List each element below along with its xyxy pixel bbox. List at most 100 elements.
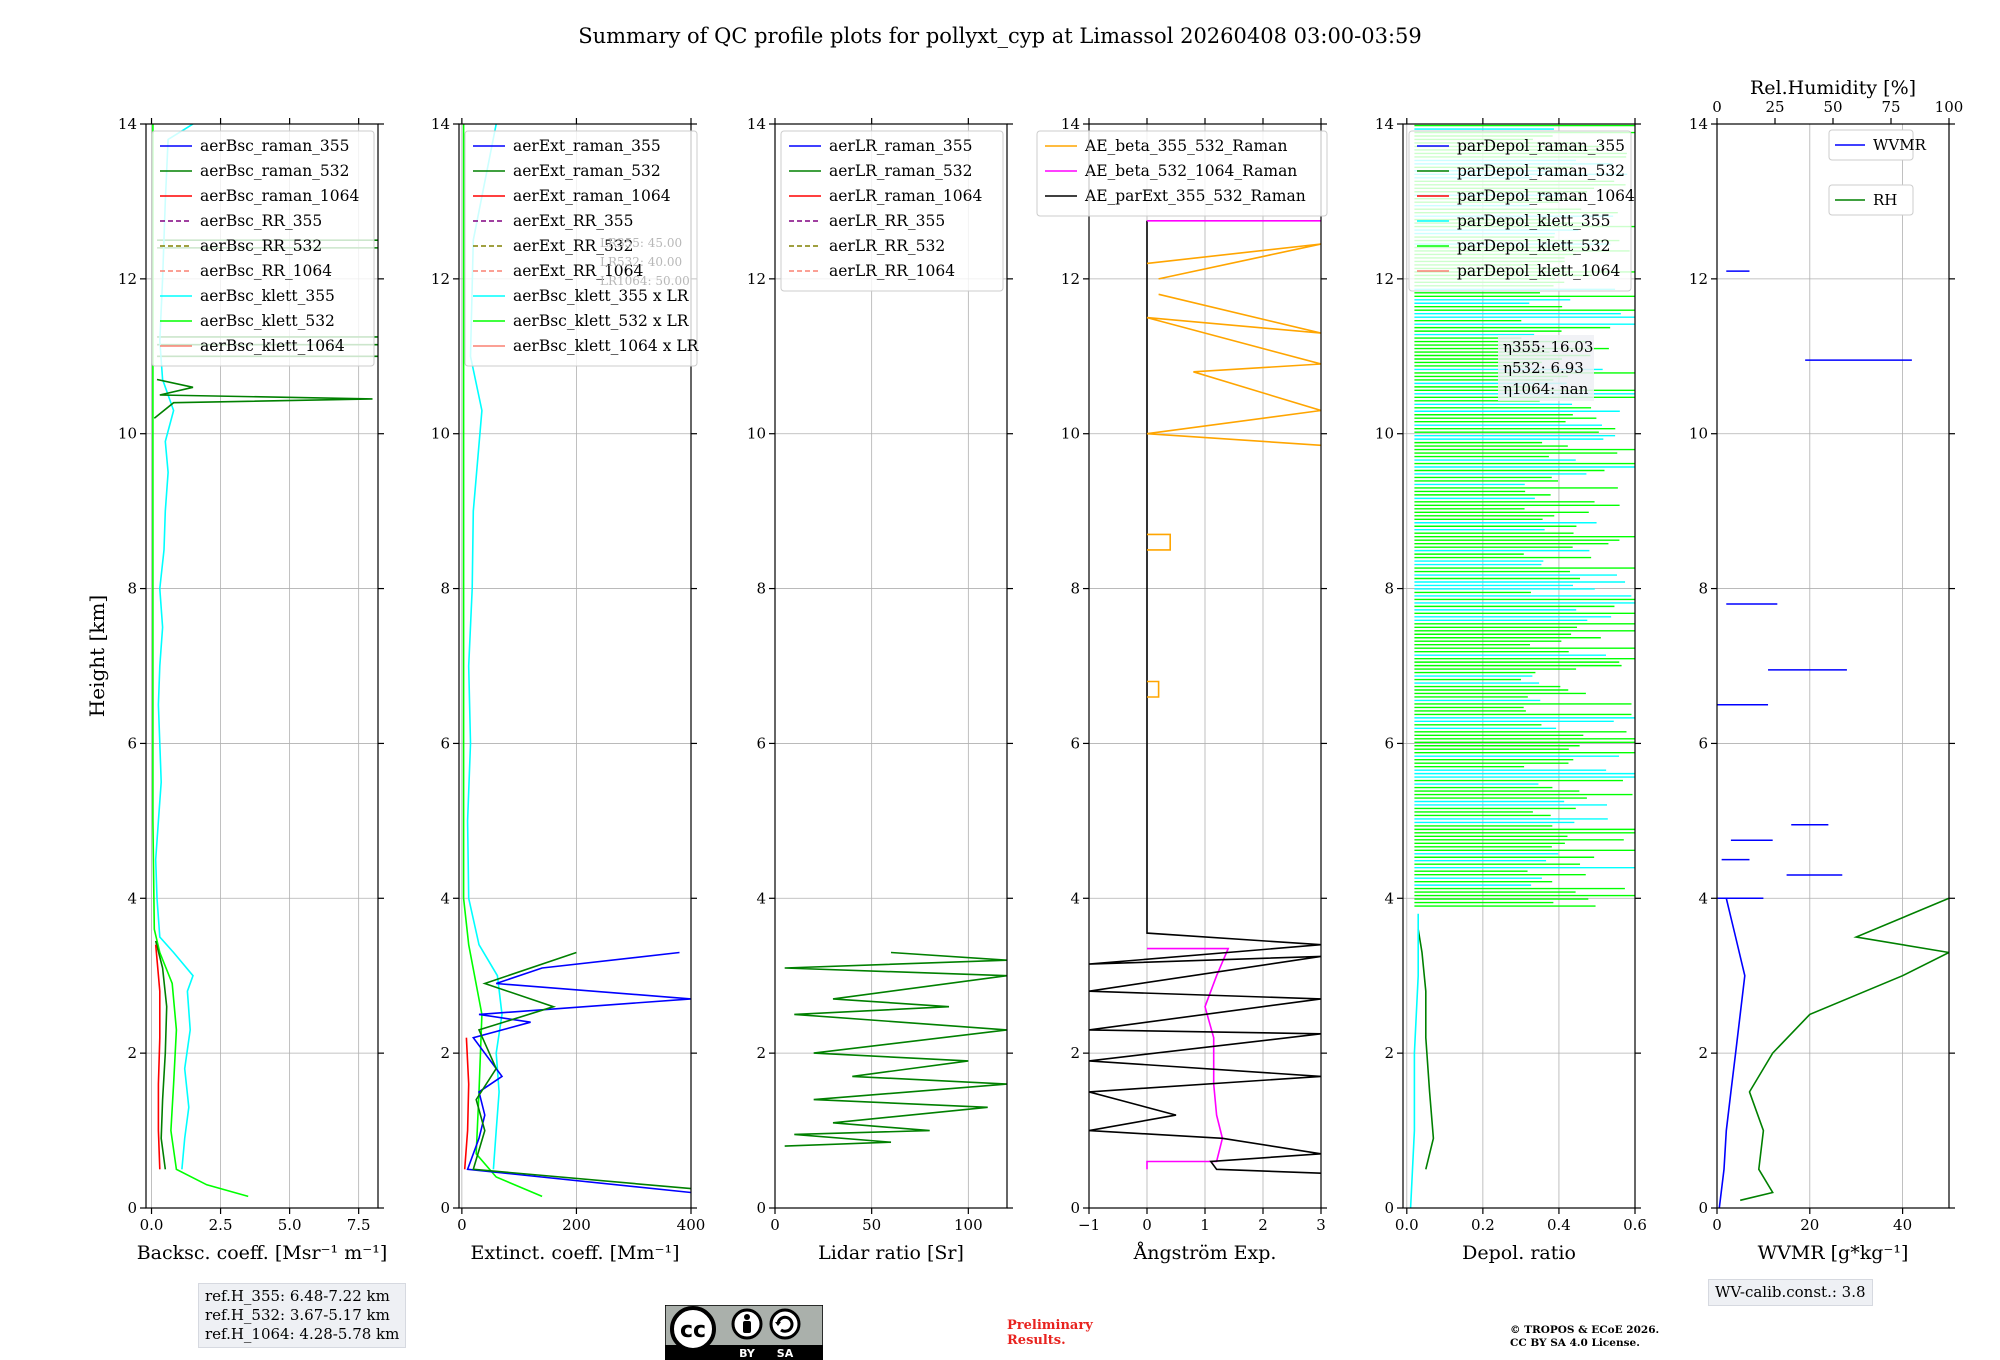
preliminary-notice: Preliminary Results. bbox=[1007, 1318, 1093, 1348]
axes-frame bbox=[145, 123, 379, 1209]
axes-frame bbox=[458, 123, 692, 1209]
data-layer bbox=[462, 124, 691, 1198]
axes-frame bbox=[1402, 123, 1636, 1209]
y-tick-label: 2 bbox=[127, 1044, 137, 1062]
copyright-notice: © TROPOS & ECoE 2026. CC BY SA 4.0 Licen… bbox=[1510, 1324, 1659, 1350]
ref-height-1064: ref.H_1064: 4.28-5.78 km bbox=[205, 1325, 400, 1343]
y-tick-label: 2 bbox=[440, 1044, 450, 1062]
legend-label: parDepol_klett_532 bbox=[1457, 237, 1610, 255]
legend-label: parDepol_klett_1064 bbox=[1457, 262, 1620, 280]
eta-label: η1064: nan bbox=[1503, 380, 1589, 398]
x-axis-label: Ångström Exp. bbox=[1133, 1242, 1277, 1264]
y-tick-label: 10 bbox=[747, 425, 766, 443]
legend-label: aerBsc_raman_532 bbox=[200, 162, 350, 180]
series-aerbsc-klett-532 bbox=[152, 124, 249, 1198]
x-axis-label: Backsc. coeff. [Msr⁻¹ m⁻¹] bbox=[137, 1242, 388, 1264]
x-tick-label: −1 bbox=[1078, 1216, 1100, 1234]
y-tick-label: 8 bbox=[440, 580, 450, 598]
y-tick-label: 14 bbox=[1061, 115, 1080, 133]
lidar-ratio-label: LR355: 45.00 bbox=[600, 236, 682, 250]
y-tick-label: 2 bbox=[1070, 1044, 1080, 1062]
legend-label: AE_beta_532_1064_Raman bbox=[1084, 162, 1297, 180]
top-x-tick-label: 100 bbox=[1935, 98, 1964, 116]
data-layer bbox=[1089, 220, 1321, 1174]
series-aerbsc-klett-532-x-lr bbox=[462, 124, 543, 1198]
panel-2: 0 2 4 6 8 10 12 14 0 200 400 Extinct. coeff. [Mm⁻¹]… bbox=[431, 115, 705, 1264]
series-aerbsc-raman-1064 bbox=[154, 944, 161, 1170]
series-ae-beta-355-532-raman-c bbox=[1146, 293, 1321, 447]
legend-label: aerBsc_raman_1064 bbox=[200, 187, 360, 205]
y-tick-label: 0 bbox=[1698, 1199, 1708, 1217]
legend-label: aerBsc_RR_532 bbox=[200, 237, 322, 255]
panel-1: 0 2 4 6 8 10 12 14 0.0 2.5 5.0 7.5 Backsc. coeff. [M… bbox=[118, 115, 387, 1264]
series-ae-beta-355-532-raman-b bbox=[1147, 533, 1171, 551]
x-tick-label: 0.0 bbox=[140, 1216, 164, 1234]
eta-label: η532: 6.93 bbox=[1503, 359, 1584, 377]
series-pardepol-klett-355 bbox=[1409, 913, 1419, 1208]
y-tick-label: 8 bbox=[756, 580, 766, 598]
legend-label: WVMR bbox=[1873, 136, 1927, 154]
x-tick-label: 1 bbox=[1200, 1216, 1210, 1234]
x-tick-label: 0 bbox=[1142, 1216, 1152, 1234]
series-aerbsc-raman-532-upper bbox=[153, 378, 373, 419]
legend-label: aerBsc_klett_532 x LR bbox=[513, 312, 690, 330]
y-tick-label: 14 bbox=[118, 115, 137, 133]
x-tick-label: 0 bbox=[1712, 1216, 1722, 1234]
x-axis-label: Extinct. coeff. [Mm⁻¹] bbox=[470, 1242, 679, 1264]
legend-label: AE_parExt_355_532_Raman bbox=[1084, 187, 1306, 205]
x-tick-label: 0.4 bbox=[1547, 1216, 1571, 1234]
ref-height-355: ref.H_355: 6.48-7.22 km bbox=[205, 1287, 390, 1305]
y-tick-label: 10 bbox=[1375, 425, 1394, 443]
series-wvmr bbox=[1718, 898, 1746, 1208]
series-aerbsc-raman-532 bbox=[154, 940, 168, 1170]
axes-frame bbox=[1716, 123, 1950, 1209]
sa-share-icon bbox=[769, 1308, 801, 1340]
y-tick-label: 12 bbox=[118, 270, 137, 288]
series-aerlr-raman-532 bbox=[784, 951, 1007, 1147]
x-tick-label: 0 bbox=[770, 1216, 780, 1234]
cc-license-badge: cc BY SA bbox=[665, 1305, 823, 1360]
legend-label: parDepol_raman_532 bbox=[1457, 162, 1625, 180]
axes-frame bbox=[774, 123, 1008, 1209]
cc-logo-icon bbox=[670, 1306, 716, 1352]
y-tick-label: 4 bbox=[756, 889, 766, 907]
y-tick-label: 8 bbox=[1698, 580, 1708, 598]
series-aerext-raman-532 bbox=[472, 951, 691, 1190]
y-tick-label: 6 bbox=[440, 734, 450, 752]
legend-label: aerBsc_klett_532 bbox=[200, 312, 335, 330]
data-layer bbox=[1717, 270, 1949, 1208]
legend-label: aerBsc_klett_355 x LR bbox=[513, 287, 690, 305]
y-tick-label: 12 bbox=[1689, 270, 1708, 288]
wv-calib-text: WV-calib.const.: 3.8 bbox=[1715, 1283, 1866, 1301]
wv-calibration-box: WV-calib.const.: 3.8 bbox=[1708, 1279, 1873, 1306]
y-tick-label: 0 bbox=[756, 1199, 766, 1217]
legend-label: AE_beta_355_532_Raman bbox=[1084, 137, 1287, 155]
y-tick-label: 12 bbox=[431, 270, 450, 288]
legend-label: aerLR_RR_1064 bbox=[829, 262, 955, 280]
legend-label: aerExt_RR_1064 bbox=[513, 262, 644, 280]
x-tick-label: 400 bbox=[677, 1216, 706, 1234]
y-tick-label: 4 bbox=[1070, 889, 1080, 907]
cc-logo-text: cc bbox=[680, 1318, 706, 1343]
reference-height-box: ref.H_355: 6.48-7.22 km ref.H_532: 3.67-… bbox=[198, 1283, 407, 1348]
y-tick-label: 12 bbox=[1061, 270, 1080, 288]
x-tick-label: 0.0 bbox=[1395, 1216, 1419, 1234]
legend-label: aerExt_RR_532 bbox=[513, 237, 634, 255]
y-tick-label: 2 bbox=[1384, 1044, 1394, 1062]
eta-box bbox=[1498, 335, 1594, 401]
y-tick-label: 8 bbox=[1384, 580, 1394, 598]
x-tick-label: 40 bbox=[1893, 1216, 1912, 1234]
panel-5: 0 2 4 6 8 10 12 14 0.0 0.2 0.4 0.6 Depol. ratio parDe… bbox=[1375, 115, 1647, 1264]
ref-height-532: ref.H_532: 3.67-5.17 km bbox=[205, 1306, 390, 1324]
series-ae-beta-355-532-raman bbox=[1147, 680, 1160, 698]
legend-label: aerExt_raman_355 bbox=[513, 137, 661, 155]
y-tick-label: 4 bbox=[127, 889, 137, 907]
y-tick-label: 6 bbox=[1070, 734, 1080, 752]
legend-label: aerBsc_klett_1064 x LR bbox=[513, 337, 700, 355]
legend-label: aerBsc_raman_355 bbox=[200, 137, 350, 155]
y-tick-label: 14 bbox=[431, 115, 450, 133]
y-tick-label: 14 bbox=[1375, 115, 1394, 133]
series-rh bbox=[1740, 897, 1949, 1202]
